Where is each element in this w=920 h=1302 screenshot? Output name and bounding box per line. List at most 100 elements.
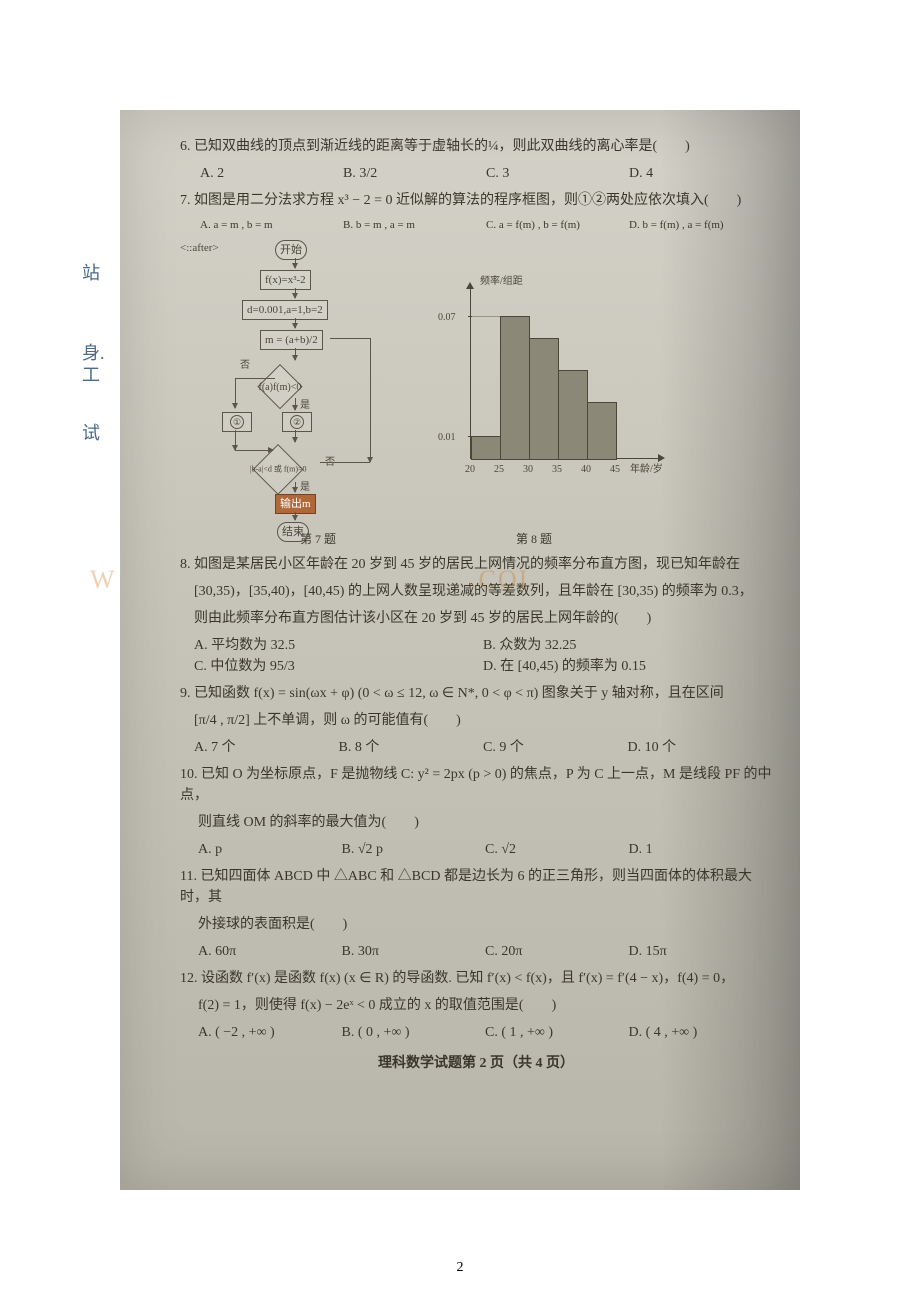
q11-l1: 11. 已知四面体 ABCD 中 △ABC 和 △BCD 都是边长为 6 的正三… xyxy=(180,866,772,908)
hist-bar4 xyxy=(558,370,588,460)
hist-x2: 30 xyxy=(523,462,533,477)
q8-C: C. 中位数为 95/3 xyxy=(194,656,483,677)
q7-options: A. a = m , b = m B. b = m , a = m C. a =… xyxy=(180,217,772,234)
fc-circ1: ① xyxy=(230,415,244,429)
fc-line xyxy=(320,462,370,463)
q11-C: C. 20π xyxy=(485,941,629,962)
q6-D: D. 4 xyxy=(629,163,772,184)
hist-y2: 0.01 xyxy=(438,430,456,445)
q9-l1: 9. 已知函数 f(x) = sin(ωx + φ) (0 < ω ≤ 12, … xyxy=(180,683,772,704)
hist-bar5 xyxy=(587,402,617,460)
q7-B: B. b = m , a = m xyxy=(343,217,486,234)
hist-y-axis xyxy=(470,288,471,458)
q11-options: A. 60π B. 30π C. 20π D. 15π xyxy=(180,941,772,962)
q9-D: D. 10 个 xyxy=(628,737,773,758)
fc-arrow xyxy=(295,512,296,520)
fc-yes-1: 是 xyxy=(300,398,310,413)
q12-l1: 12. 设函数 f′(x) 是函数 f(x) (x ∈ R) 的导函数. 已知 … xyxy=(180,968,772,989)
q12-B: B. ( 0 , +∞ ) xyxy=(342,1022,486,1043)
fc-arrow xyxy=(295,318,296,328)
hist-x3: 35 xyxy=(552,462,562,477)
q8-A: A. 平均数为 32.5 xyxy=(194,635,483,656)
q10-A: A. p xyxy=(198,839,342,860)
fc-d1-text: f(a)f(m)<0 xyxy=(259,379,302,394)
fc-arrow xyxy=(295,348,296,360)
q10-l1: 10. 已知 O 为坐标原点，F 是抛物线 C: y² = 2px (p > 0… xyxy=(180,764,772,806)
q8-l3: 则由此频率分布直方图估计该小区在 20 岁到 45 岁的居民上网年龄的( ) xyxy=(180,608,772,629)
figure-row: 开始 f(x)=x³-2 d=0.001,a=1,b=2 m = (a+b)/2… xyxy=(180,240,772,530)
q6-A: A. 2 xyxy=(200,163,343,184)
fc-end: 结束 xyxy=(277,522,309,543)
margin-char-1: 站 xyxy=(82,260,100,287)
q10-options: A. p B. √2 p C. √2 D. 1 xyxy=(180,839,772,860)
fc-yes-2: 是 xyxy=(300,480,310,495)
q8-B: B. 众数为 32.25 xyxy=(483,635,772,656)
hist-y1: 0.07 xyxy=(438,310,456,325)
q11-D: D. 15π xyxy=(629,941,773,962)
q11-l2: 外接球的表面积是( ) xyxy=(180,914,772,935)
hist-bar1 xyxy=(471,436,501,460)
fc-arrow xyxy=(295,482,296,492)
margin-char-3: 工 xyxy=(82,362,100,389)
q7-stem: 7. 如图是用二分法求方程 x³ − 2 = 0 近似解的算法的程序框图，则①②… xyxy=(180,190,772,211)
q10-D: D. 1 xyxy=(629,839,773,860)
q12-D: D. ( 4 , +∞ ) xyxy=(629,1022,773,1043)
hist-xlabel: 年龄/岁 xyxy=(630,462,663,477)
page-footer: 理科数学试题第 2 页（共 4 页） xyxy=(180,1053,772,1074)
fc-arrow xyxy=(235,378,236,408)
fc-line xyxy=(370,338,371,462)
q11-B: B. 30π xyxy=(342,941,486,962)
watermark-left: W xyxy=(90,560,117,599)
fc-d2-text: |b-a|<d 或 f(m)=0 xyxy=(250,463,307,475)
doc-page-number: 2 xyxy=(0,1260,920,1276)
q6-stem: 6. 已知双曲线的顶点到渐近线的距离等于虚轴长的¼，则此双曲线的离心率是( ) xyxy=(180,136,772,157)
q10-C: C. √2 xyxy=(485,839,629,860)
q7-C: C. a = f(m) , b = f(m) xyxy=(486,217,629,234)
hist-x5: 45 xyxy=(610,462,620,477)
fc-line xyxy=(330,338,370,339)
q9-B: B. 8 个 xyxy=(339,737,484,758)
fc-init: d=0.001,a=1,b=2 xyxy=(242,300,328,321)
flowchart-q7: 开始 f(x)=x³-2 d=0.001,a=1,b=2 m = (a+b)/2… xyxy=(180,240,410,530)
fc-no-1: 否 xyxy=(240,358,250,373)
hist-x4: 40 xyxy=(581,462,591,477)
q6-C: C. 3 xyxy=(486,163,629,184)
fc-arrow xyxy=(295,430,296,442)
fc-arrow xyxy=(295,258,296,268)
q8-options: A. 平均数为 32.5 B. 众数为 32.25 C. 中位数为 95/3 D… xyxy=(180,635,772,677)
fc-arrow xyxy=(235,450,273,451)
hist-bar3 xyxy=(529,338,559,460)
q9-A: A. 7 个 xyxy=(194,737,339,758)
q10-l2: 则直线 OM 的斜率的最大值为( ) xyxy=(180,812,772,833)
fc-line xyxy=(235,378,275,379)
fc-circ2: ② xyxy=(290,415,304,429)
fc-line xyxy=(235,430,236,450)
cap-q8: 第 8 题 xyxy=(516,530,552,548)
fc-m: m = (a+b)/2 xyxy=(260,330,323,351)
q9-options: A. 7 个 B. 8 个 C. 9 个 D. 10 个 xyxy=(180,737,772,758)
q8-D: D. 在 [40,45) 的频率为 0.15 xyxy=(483,656,772,677)
exam-content: 站 身. 工 试 6. 已知双曲线的顶点到渐近线的距离等于虚轴长的¼，则此双曲线… xyxy=(120,110,800,1094)
hist-y-arrow xyxy=(466,282,474,289)
hist-x0: 20 xyxy=(465,462,475,477)
fc-box2: ② xyxy=(282,412,312,433)
q6-options: A. 2 B. 3/2 C. 3 D. 4 xyxy=(180,163,772,184)
q7-A: A. a = m , b = m xyxy=(200,217,343,234)
q9-l2: [π/4 , π/2] 上不单调，则 ω 的可能值有( ) xyxy=(180,710,772,731)
q12-C: C. ( 1 , +∞ ) xyxy=(485,1022,629,1043)
fc-start: 开始 xyxy=(275,240,307,261)
figure-captions: 第 7 题 第 8 题 xyxy=(180,530,772,548)
q11-A: A. 60π xyxy=(198,941,342,962)
hist-ylabel: 频率/组距 xyxy=(480,274,523,289)
fc-box1: ① xyxy=(222,412,252,433)
hist-x1: 25 xyxy=(494,462,504,477)
q10-B: B. √2 p xyxy=(342,839,486,860)
exam-photo: 站 身. 工 试 6. 已知双曲线的顶点到渐近线的距离等于虚轴长的¼，则此双曲线… xyxy=(120,110,800,1190)
fc-fx: f(x)=x³-2 xyxy=(260,270,311,291)
page: 站 身. 工 试 6. 已知双曲线的顶点到渐近线的距离等于虚轴长的¼，则此双曲线… xyxy=(0,0,920,1302)
q6-B: B. 3/2 xyxy=(343,163,486,184)
q9-C: C. 9 个 xyxy=(483,737,628,758)
watermark-right: .COI xyxy=(470,560,529,599)
fc-arrow xyxy=(295,288,296,298)
q12-l2: f(2) = 1，则使得 f(x) − 2eˣ < 0 成立的 x 的取值范围是… xyxy=(180,995,772,1016)
